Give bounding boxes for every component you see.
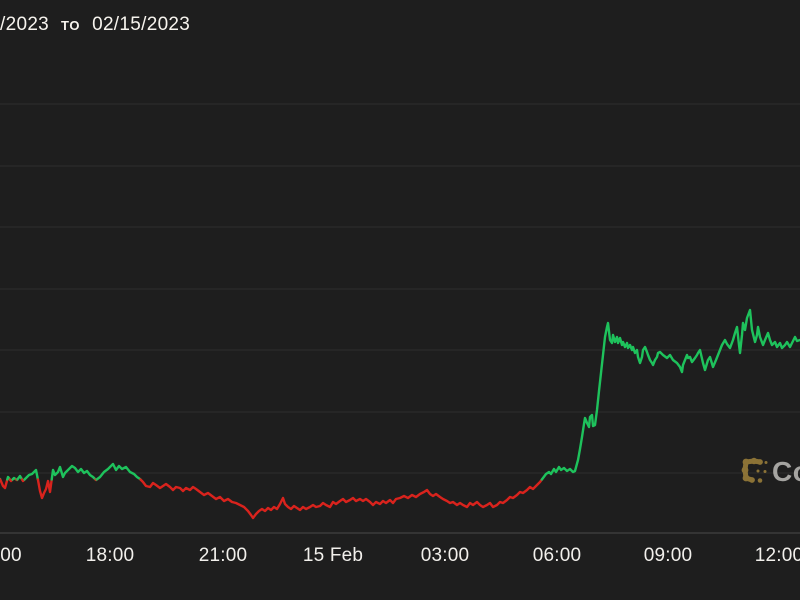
- date-end[interactable]: 02/15/2023: [92, 14, 191, 35]
- coindesk-watermark: Co: [741, 456, 800, 488]
- date-start-partial[interactable]: /2023: [0, 14, 50, 35]
- coindesk-logo-icon: [741, 457, 768, 483]
- price-line-down-segment: [139, 478, 544, 520]
- date-range-control[interactable]: /2023 TO 02/15/2023: [0, 14, 190, 36]
- date-range-separator: TO: [61, 18, 81, 33]
- price-line-up-segment: [16, 474, 24, 481]
- price-line-up-segment: [95, 462, 142, 481]
- price-line-down-segment: [36, 478, 53, 500]
- price-line-down-segment: [0, 478, 9, 490]
- price-line-up-segment: [540, 308, 800, 481]
- coindesk-logo-text: Co: [772, 456, 800, 487]
- price-line-up-segment: [50, 464, 97, 481]
- price-line-up-segment: [23, 468, 40, 481]
